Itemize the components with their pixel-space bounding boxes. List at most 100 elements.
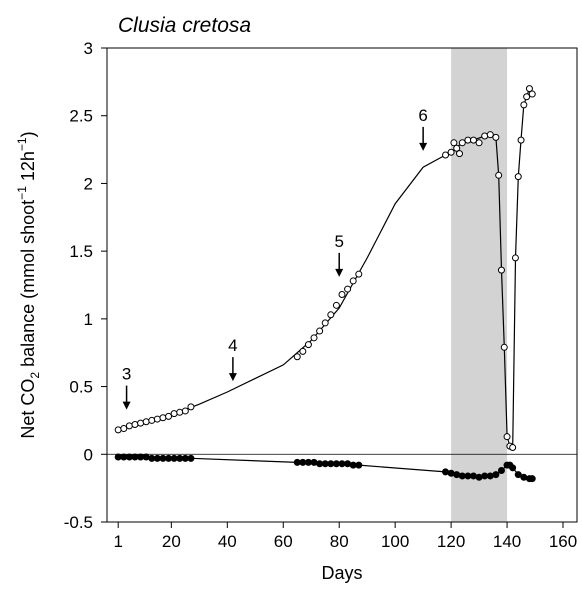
open-marker: [481, 132, 489, 140]
open-marker: [131, 420, 139, 428]
x-axis-label: Days: [321, 563, 362, 583]
open-marker: [523, 93, 531, 101]
open-marker: [492, 133, 500, 141]
annotation-label: 4: [228, 336, 237, 355]
open-marker: [486, 131, 494, 139]
open-marker: [355, 270, 363, 278]
open-marker: [500, 343, 508, 351]
arrow-head: [335, 268, 344, 277]
open-marker: [120, 425, 128, 433]
y-tick-label: 0: [84, 445, 93, 464]
open-marker: [349, 277, 357, 285]
open-marker: [142, 418, 150, 426]
x-tick-label: 120: [437, 532, 465, 551]
filled-marker: [497, 467, 505, 475]
y-tick-label: 1: [84, 310, 93, 329]
filled-marker: [520, 473, 528, 481]
open-marker: [332, 301, 340, 309]
chart-title: Clusia cretosa: [118, 14, 251, 37]
open-marker: [310, 334, 318, 342]
open-marker: [181, 407, 189, 415]
y-label-part: 2: [28, 372, 42, 379]
open-marker: [450, 139, 458, 147]
open-marker: [514, 173, 522, 181]
arrow-head: [228, 373, 237, 382]
y-label-part: −1: [15, 186, 29, 200]
x-tick-label: 40: [218, 532, 237, 551]
x-tick-label: 140: [493, 532, 521, 551]
series-line: [118, 87, 533, 449]
filled-marker: [492, 471, 500, 479]
x-tick-label: 20: [162, 532, 181, 551]
shaded-region: [451, 48, 508, 522]
open-marker: [344, 285, 352, 293]
open-marker: [338, 290, 346, 298]
open-marker: [525, 85, 533, 93]
open-marker: [187, 403, 195, 411]
plot-frame: [106, 47, 578, 523]
open-marker: [304, 341, 312, 349]
filled-marker: [442, 468, 450, 476]
open-marker: [495, 171, 503, 179]
annotation-label: 6: [418, 106, 427, 125]
x-tick-label: 100: [381, 532, 409, 551]
y-label-part: ): [18, 131, 38, 137]
open-marker: [509, 444, 517, 452]
x-tick-label: 160: [549, 532, 577, 551]
filled-marker: [355, 461, 363, 469]
filled-marker: [187, 454, 195, 462]
filled-marker: [344, 460, 352, 468]
open-marker: [517, 136, 525, 144]
open-marker: [299, 347, 307, 355]
filled-marker: [469, 472, 477, 480]
x-tick-label: 80: [330, 532, 349, 551]
open-marker: [497, 266, 505, 274]
filled-marker: [514, 471, 522, 479]
open-marker: [153, 415, 161, 423]
filled-marker: [142, 453, 150, 461]
open-marker: [475, 139, 483, 147]
x-tick-label: 1: [113, 532, 122, 551]
annotation-label: 5: [334, 232, 343, 251]
arrow-head: [122, 401, 131, 410]
filled-marker: [486, 472, 494, 480]
y-axis-label: Net CO2 balance (mmol shoot−1 12h−1): [15, 131, 42, 438]
open-marker: [520, 101, 528, 109]
filled-marker: [509, 464, 517, 472]
filled-marker: [447, 469, 455, 477]
open-marker: [137, 419, 145, 427]
open-marker: [148, 416, 156, 424]
arrow-head: [419, 142, 428, 151]
open-marker: [125, 422, 133, 430]
y-tick-label: 0.5: [69, 378, 93, 397]
filled-marker: [475, 473, 483, 481]
open-marker: [159, 414, 167, 422]
y-label-part: 12h: [18, 151, 38, 186]
open-marker: [442, 151, 450, 159]
y-label-part: balance (mmol shoot: [18, 200, 38, 372]
y-label-part: −1: [15, 137, 29, 151]
open-marker: [503, 433, 511, 441]
open-marker: [321, 319, 329, 327]
open-marker: [469, 136, 477, 144]
open-marker: [114, 426, 122, 434]
open-marker: [316, 327, 324, 335]
open-marker: [456, 150, 463, 158]
y-tick-label: -0.5: [64, 513, 93, 532]
open-marker: [176, 408, 184, 416]
open-marker: [170, 410, 178, 418]
annotation-label: 3: [122, 365, 131, 384]
open-marker: [165, 412, 173, 420]
y-tick-label: 3: [84, 39, 93, 58]
y-tick-label: 1.5: [69, 242, 93, 261]
filled-marker: [310, 458, 318, 466]
filled-marker: [453, 471, 461, 479]
open-marker: [453, 144, 461, 152]
filled-marker: [528, 475, 536, 483]
open-marker: [447, 148, 455, 156]
y-tick-label: 2: [84, 174, 93, 193]
open-marker: [458, 139, 466, 147]
open-marker: [511, 254, 519, 262]
open-marker: [293, 353, 301, 361]
